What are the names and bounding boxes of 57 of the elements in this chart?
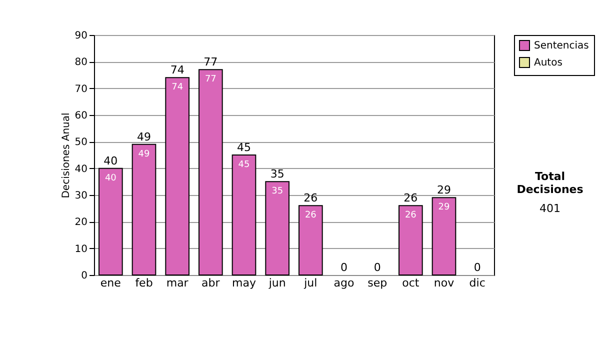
- bar: [132, 144, 156, 276]
- total-label: 0: [340, 261, 348, 274]
- x-tick-label: dic: [469, 276, 486, 290]
- y-tick-label: 80: [74, 57, 88, 68]
- y-tick-label: 70: [74, 84, 88, 95]
- data-label: 40: [104, 173, 117, 184]
- bar: [98, 168, 123, 276]
- y-axis-title: Decisiones Anual: [60, 112, 72, 198]
- y-tick-label: 30: [74, 190, 88, 202]
- y-tick-label: 50: [74, 137, 88, 148]
- y-tick-label: 20: [74, 217, 88, 228]
- y-tick-label: 0: [81, 270, 88, 282]
- total-label: 40: [104, 154, 118, 168]
- x-tick-label: jul: [303, 276, 318, 290]
- y-tick-label: 10: [74, 244, 88, 255]
- data-label: 26: [304, 210, 317, 221]
- x-tick-label: oct: [402, 276, 420, 290]
- bar: [265, 181, 290, 276]
- y-tick-label: 90: [74, 30, 88, 42]
- bar: [232, 154, 256, 276]
- data-label: 35: [272, 186, 284, 197]
- x-tick-label: mar: [166, 276, 189, 290]
- bar: [298, 205, 323, 276]
- total-label: 0: [374, 261, 381, 274]
- total-label: 45: [237, 141, 251, 154]
- bar: [198, 69, 223, 276]
- x-tick-label: may: [232, 276, 256, 290]
- x-tick-label: sep: [368, 276, 388, 290]
- data-label: 45: [238, 160, 250, 170]
- bar: [398, 205, 423, 276]
- total-label: 29: [437, 184, 451, 197]
- total-label: 26: [304, 192, 318, 205]
- total-label: 74: [170, 64, 184, 77]
- x-tick-label: nov: [434, 276, 455, 290]
- text: Total Decisiones: [516, 170, 584, 196]
- legend-label: Autos: [534, 58, 562, 68]
- y-tick-label: 40: [74, 164, 88, 175]
- bar: [432, 197, 456, 276]
- data-label: 29: [438, 202, 450, 213]
- data-label: 26: [404, 210, 417, 221]
- data-label: 74: [172, 82, 184, 93]
- data-label: 49: [138, 149, 150, 160]
- total-label: 49: [137, 130, 151, 144]
- total-label: 0: [474, 261, 481, 274]
- total-label: 35: [270, 168, 284, 181]
- x-tick-label: ago: [334, 276, 354, 290]
- total-label: 26: [404, 192, 418, 205]
- y-tick-label: 60: [74, 110, 88, 122]
- x-tick-label: abr: [202, 276, 220, 290]
- x-tick-label: feb: [135, 276, 153, 290]
- data-label: 77: [204, 74, 216, 85]
- x-tick-label: jun: [268, 276, 286, 290]
- bar: [165, 77, 190, 276]
- x-tick-label: ene: [100, 276, 122, 290]
- legend-label: Sentencias: [534, 40, 589, 52]
- total-label: 77: [204, 56, 218, 69]
- text: 401: [538, 202, 562, 215]
